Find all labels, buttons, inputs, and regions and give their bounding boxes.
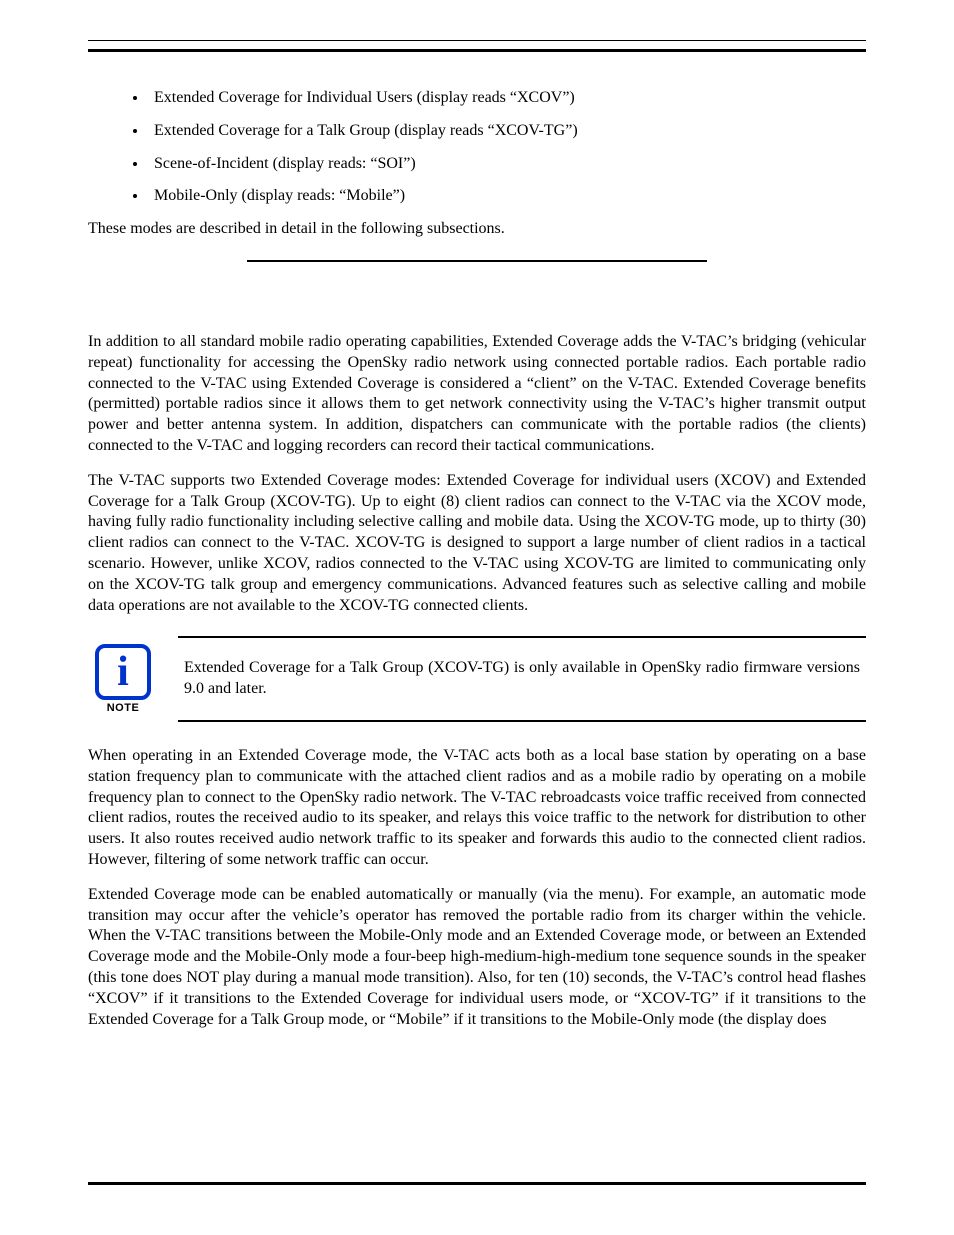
list-item: Mobile-Only (display reads: “Mobile”) — [148, 186, 866, 207]
mode-bullet-list: Extended Coverage for Individual Users (… — [88, 88, 866, 207]
info-icon: i — [95, 644, 151, 700]
list-item: Scene-of-Incident (display reads: “SOI”) — [148, 154, 866, 175]
body-paragraph-4: Extended Coverage mode can be enabled au… — [88, 885, 866, 1031]
header-rule-thin — [88, 40, 866, 41]
list-item: Extended Coverage for a Talk Group (disp… — [148, 121, 866, 142]
note-text: Extended Coverage for a Talk Group (XCOV… — [184, 658, 860, 700]
page-content: Extended Coverage for Individual Users (… — [0, 0, 954, 1030]
list-item: Extended Coverage for Individual Users (… — [148, 88, 866, 109]
note-text-container: Extended Coverage for a Talk Group (XCOV… — [178, 636, 866, 722]
body-paragraph-2: The V-TAC supports two Extended Coverage… — [88, 471, 866, 617]
body-paragraph-1: In addition to all standard mobile radio… — [88, 332, 866, 457]
body-paragraph-3: When operating in an Extended Coverage m… — [88, 746, 866, 871]
header-rule-thick — [88, 49, 866, 52]
note-callout: i NOTE Extended Coverage for a Talk Grou… — [88, 636, 866, 722]
after-bullets-paragraph: These modes are described in detail in t… — [88, 219, 866, 240]
note-label: NOTE — [107, 702, 140, 714]
footer-rule — [88, 1182, 866, 1185]
info-icon-glyph: i — [117, 651, 129, 693]
section-divider — [247, 260, 707, 262]
note-icon-container: i NOTE — [88, 644, 158, 714]
